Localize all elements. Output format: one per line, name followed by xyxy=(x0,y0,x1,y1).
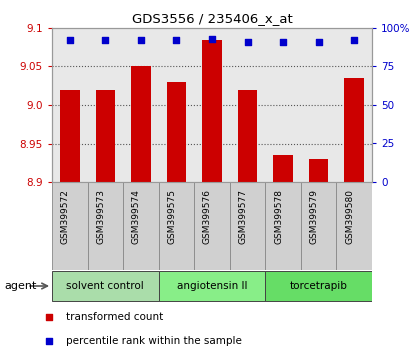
Point xyxy=(244,39,250,45)
Point xyxy=(66,38,73,43)
Point xyxy=(137,38,144,43)
Point xyxy=(46,314,52,319)
Bar xyxy=(229,182,265,270)
Point xyxy=(350,38,357,43)
Bar xyxy=(95,90,115,182)
Point xyxy=(315,39,321,45)
Text: GSM399579: GSM399579 xyxy=(309,189,318,244)
Text: solvent control: solvent control xyxy=(66,281,144,291)
Text: GSM399572: GSM399572 xyxy=(61,189,70,244)
Text: agent: agent xyxy=(4,281,36,291)
Point xyxy=(279,39,286,45)
Title: GDS3556 / 235406_x_at: GDS3556 / 235406_x_at xyxy=(131,12,292,25)
Bar xyxy=(344,78,363,182)
Bar xyxy=(336,182,371,270)
Point xyxy=(173,38,179,43)
Bar xyxy=(88,182,123,270)
Text: torcetrapib: torcetrapib xyxy=(289,281,347,291)
Text: angiotensin II: angiotensin II xyxy=(176,281,247,291)
Bar xyxy=(60,90,79,182)
Bar xyxy=(166,82,186,182)
Bar xyxy=(265,271,371,301)
Bar xyxy=(158,271,265,301)
Bar xyxy=(123,182,158,270)
Text: GSM399576: GSM399576 xyxy=(202,189,211,244)
Point xyxy=(208,36,215,42)
Bar xyxy=(202,40,221,182)
Bar xyxy=(300,182,336,270)
Text: GSM399574: GSM399574 xyxy=(132,189,141,244)
Point xyxy=(46,338,52,344)
Text: transformed count: transformed count xyxy=(65,312,162,321)
Text: GSM399580: GSM399580 xyxy=(344,189,353,244)
Text: GSM399575: GSM399575 xyxy=(167,189,176,244)
Text: GSM399573: GSM399573 xyxy=(96,189,105,244)
Bar xyxy=(308,159,328,182)
Bar xyxy=(237,90,257,182)
Point xyxy=(102,38,108,43)
Bar xyxy=(194,182,229,270)
Text: percentile rank within the sample: percentile rank within the sample xyxy=(65,336,241,346)
Bar xyxy=(158,182,194,270)
Text: GSM399577: GSM399577 xyxy=(238,189,247,244)
Bar xyxy=(52,182,88,270)
Bar xyxy=(273,155,292,182)
Bar xyxy=(131,67,150,182)
Bar xyxy=(52,271,158,301)
Text: GSM399578: GSM399578 xyxy=(274,189,283,244)
Bar xyxy=(265,182,300,270)
